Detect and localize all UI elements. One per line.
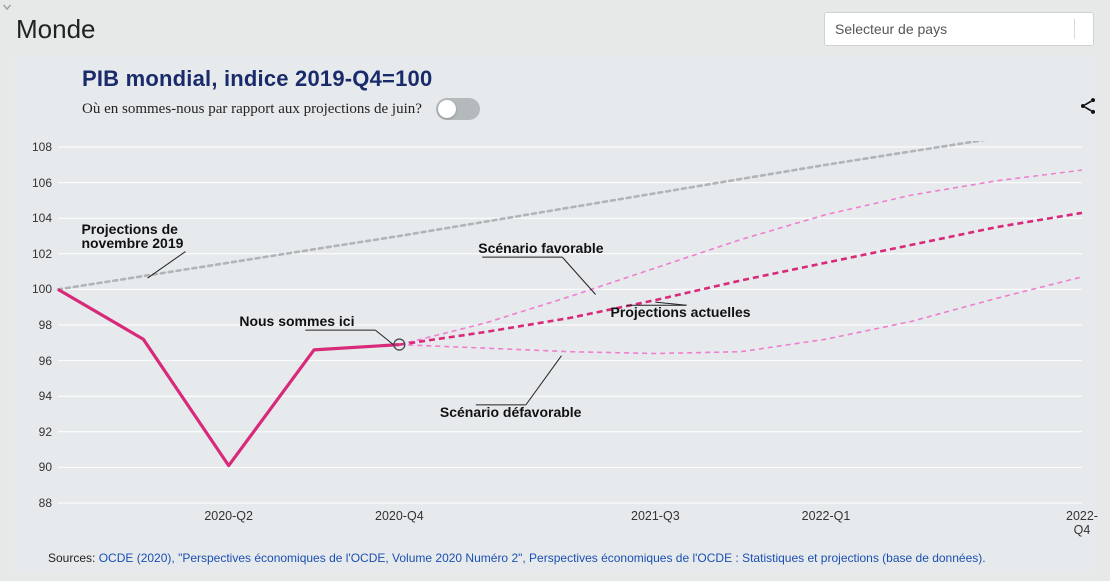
x-tick-label: 2022-Q4 (1066, 509, 1098, 537)
chart-subtitle: Où en sommes-nous par rapport aux projec… (82, 101, 422, 118)
compare-june-toggle[interactable] (436, 98, 480, 120)
chevron-down-icon (0, 0, 14, 14)
y-tick-label: 104 (24, 211, 52, 225)
annotation-defavorable: Scénario défavorable (440, 405, 582, 420)
chart-sources: Sources: OCDE (2020), "Perspectives écon… (48, 551, 986, 565)
annotation-nov2019: Projections de novembre 2019 (81, 222, 183, 251)
annotation-here: Nous sommes ici (239, 314, 354, 329)
annotation-actuelles: Projections actuelles (611, 305, 751, 320)
chart-panel: PIB mondial, indice 2019-Q4=100 Où en so… (14, 56, 1096, 571)
chart-title: PIB mondial, indice 2019-Q4=100 (82, 66, 432, 92)
y-tick-label: 100 (24, 282, 52, 296)
page-title: Monde (16, 14, 96, 45)
y-tick-label: 102 (24, 247, 52, 261)
y-tick-label: 108 (24, 140, 52, 154)
chart-plot: 88 90 92 94 96 98 100 102 104 106 108 2020-Q2 2020-Q… (24, 141, 1088, 527)
y-tick-label: 96 (24, 354, 52, 368)
x-tick-label: 2021-Q3 (631, 509, 680, 523)
y-tick-label: 92 (24, 425, 52, 439)
sources-link[interactable]: OCDE (2020), "Perspectives économiques d… (99, 551, 986, 565)
x-tick-label: 2020-Q4 (375, 509, 424, 523)
y-tick-label: 90 (24, 460, 52, 474)
y-tick-label: 106 (24, 176, 52, 190)
x-tick-label: 2020-Q2 (204, 509, 253, 523)
annotation-favorable: Scénario favorable (478, 241, 603, 256)
y-tick-label: 88 (24, 496, 52, 510)
x-tick-label: 2022-Q1 (802, 509, 851, 523)
country-selector-placeholder: Selecteur de pays (835, 21, 947, 37)
y-tick-label: 98 (24, 318, 52, 332)
country-selector[interactable]: Selecteur de pays (824, 12, 1094, 46)
y-tick-label: 94 (24, 389, 52, 403)
